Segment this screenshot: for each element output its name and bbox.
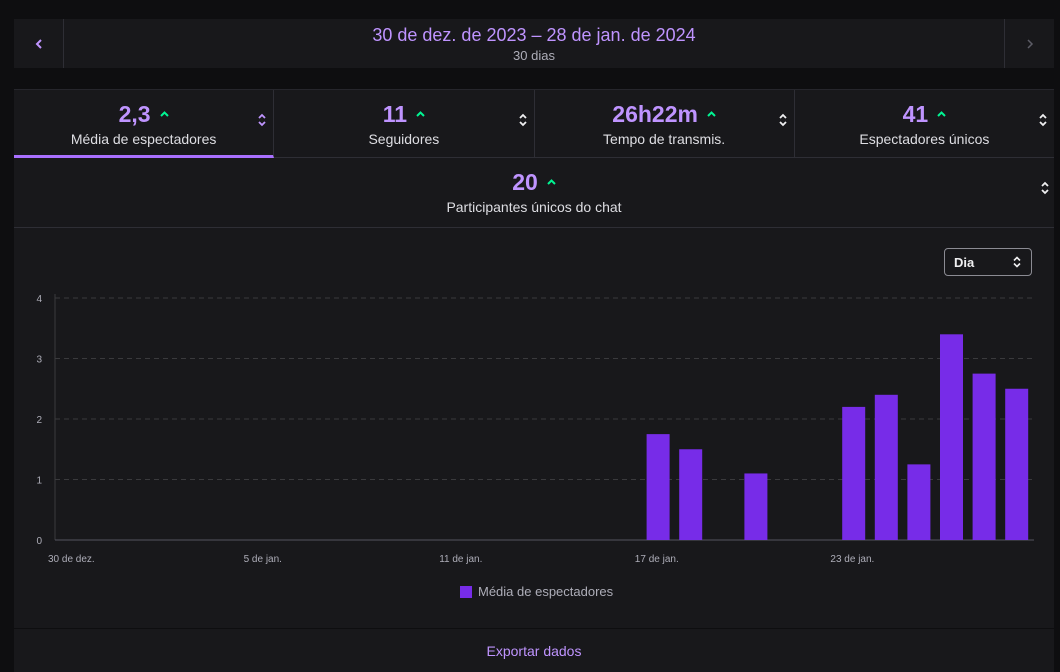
stat-value: 26h22m — [612, 101, 698, 127]
arrow-up-icon — [937, 111, 946, 117]
tab-unique-viewers[interactable]: 41 Espectadores únicos — [794, 90, 1054, 158]
sort-icon[interactable] — [518, 113, 527, 127]
sort-icon[interactable] — [1041, 181, 1049, 195]
date-range-bar: 30 de dez. de 2023 – 28 de jan. de 2024 … — [14, 19, 1054, 68]
tab-followers[interactable]: 11 Seguidores — [274, 90, 535, 158]
bar — [646, 434, 670, 540]
tab-unique-chatters[interactable]: 20 Participantes únicos do chat — [14, 158, 1054, 228]
next-range-button[interactable] — [1004, 19, 1054, 68]
stats-tabs: 2,3 Média de espectadores 11 Seguidores … — [14, 89, 1054, 158]
bar — [679, 449, 703, 540]
x-tick-label: 5 de jan. — [244, 554, 282, 565]
tab-stream-time[interactable]: 26h22m Tempo de transmis. — [534, 90, 795, 158]
x-tick-label: 11 de jan. — [439, 554, 482, 565]
export-data-link[interactable]: Exportar dados — [486, 642, 582, 659]
stat-value: 20 — [512, 169, 538, 195]
stat-label: Tempo de transmis. — [603, 131, 726, 147]
arrow-up-icon — [547, 179, 556, 185]
y-tick-label: 2 — [36, 415, 42, 426]
stat-value: 2,3 — [118, 101, 151, 127]
stat-value: 11 — [382, 101, 408, 127]
sort-icon[interactable] — [1039, 113, 1047, 127]
bar — [940, 334, 963, 540]
legend-label: Média de espectadores — [478, 584, 614, 599]
date-range-display[interactable]: 30 de dez. de 2023 – 28 de jan. de 2024 … — [64, 19, 1004, 68]
arrow-up-icon — [416, 111, 425, 117]
arrow-up-icon — [707, 111, 716, 117]
granularity-value: Dia — [954, 254, 975, 270]
bar — [972, 373, 996, 540]
sort-icon[interactable] — [779, 113, 787, 127]
stat-label: Média de espectadores — [70, 131, 217, 147]
bar-chart: 0 1 2 3 4 30 de dez. 5 de jan. 11 de jan. 17 de … — [36, 294, 1034, 565]
x-tick-label: 17 de jan. — [635, 554, 679, 565]
bar — [907, 464, 931, 540]
sort-icon[interactable] — [258, 113, 266, 127]
y-tick-label: 4 — [36, 294, 42, 305]
bar — [744, 473, 768, 540]
bar — [842, 406, 866, 540]
y-tick-label: 1 — [36, 476, 42, 487]
date-range-length: 30 dias — [513, 47, 555, 63]
legend-swatch — [460, 585, 472, 598]
y-tick-label: 3 — [36, 355, 42, 366]
y-tick-label: 0 — [36, 536, 42, 547]
x-tick-label: 30 de dez. — [48, 554, 95, 565]
arrow-up-icon — [159, 111, 169, 117]
date-range-title: 30 de dez. de 2023 – 28 de jan. de 2024 — [372, 24, 696, 45]
bar — [1005, 388, 1029, 540]
granularity-select[interactable]: Dia — [944, 248, 1032, 276]
stat-value: 41 — [902, 101, 929, 127]
chevron-up-down-icon — [1013, 256, 1021, 268]
bar — [874, 394, 898, 540]
x-tick-label: 23 de jan. — [830, 554, 874, 565]
stat-label: Seguidores — [368, 131, 440, 147]
tab-average-viewers[interactable]: 2,3 Média de espectadores — [14, 90, 275, 158]
chart-card: 0 1 2 3 4 30 de dez. 5 de jan. 11 de jan. 17 de … — [14, 228, 1054, 628]
export-bar: Exportar dados — [14, 629, 1054, 672]
stat-label: Participantes únicos do chat — [446, 199, 622, 215]
chart-legend[interactable]: Média de espectadores — [460, 584, 613, 599]
chevron-right-icon — [1026, 38, 1033, 49]
stat-label: Espectadores únicos — [859, 131, 990, 147]
chevron-left-icon — [35, 38, 42, 49]
previous-range-button[interactable] — [14, 19, 64, 68]
